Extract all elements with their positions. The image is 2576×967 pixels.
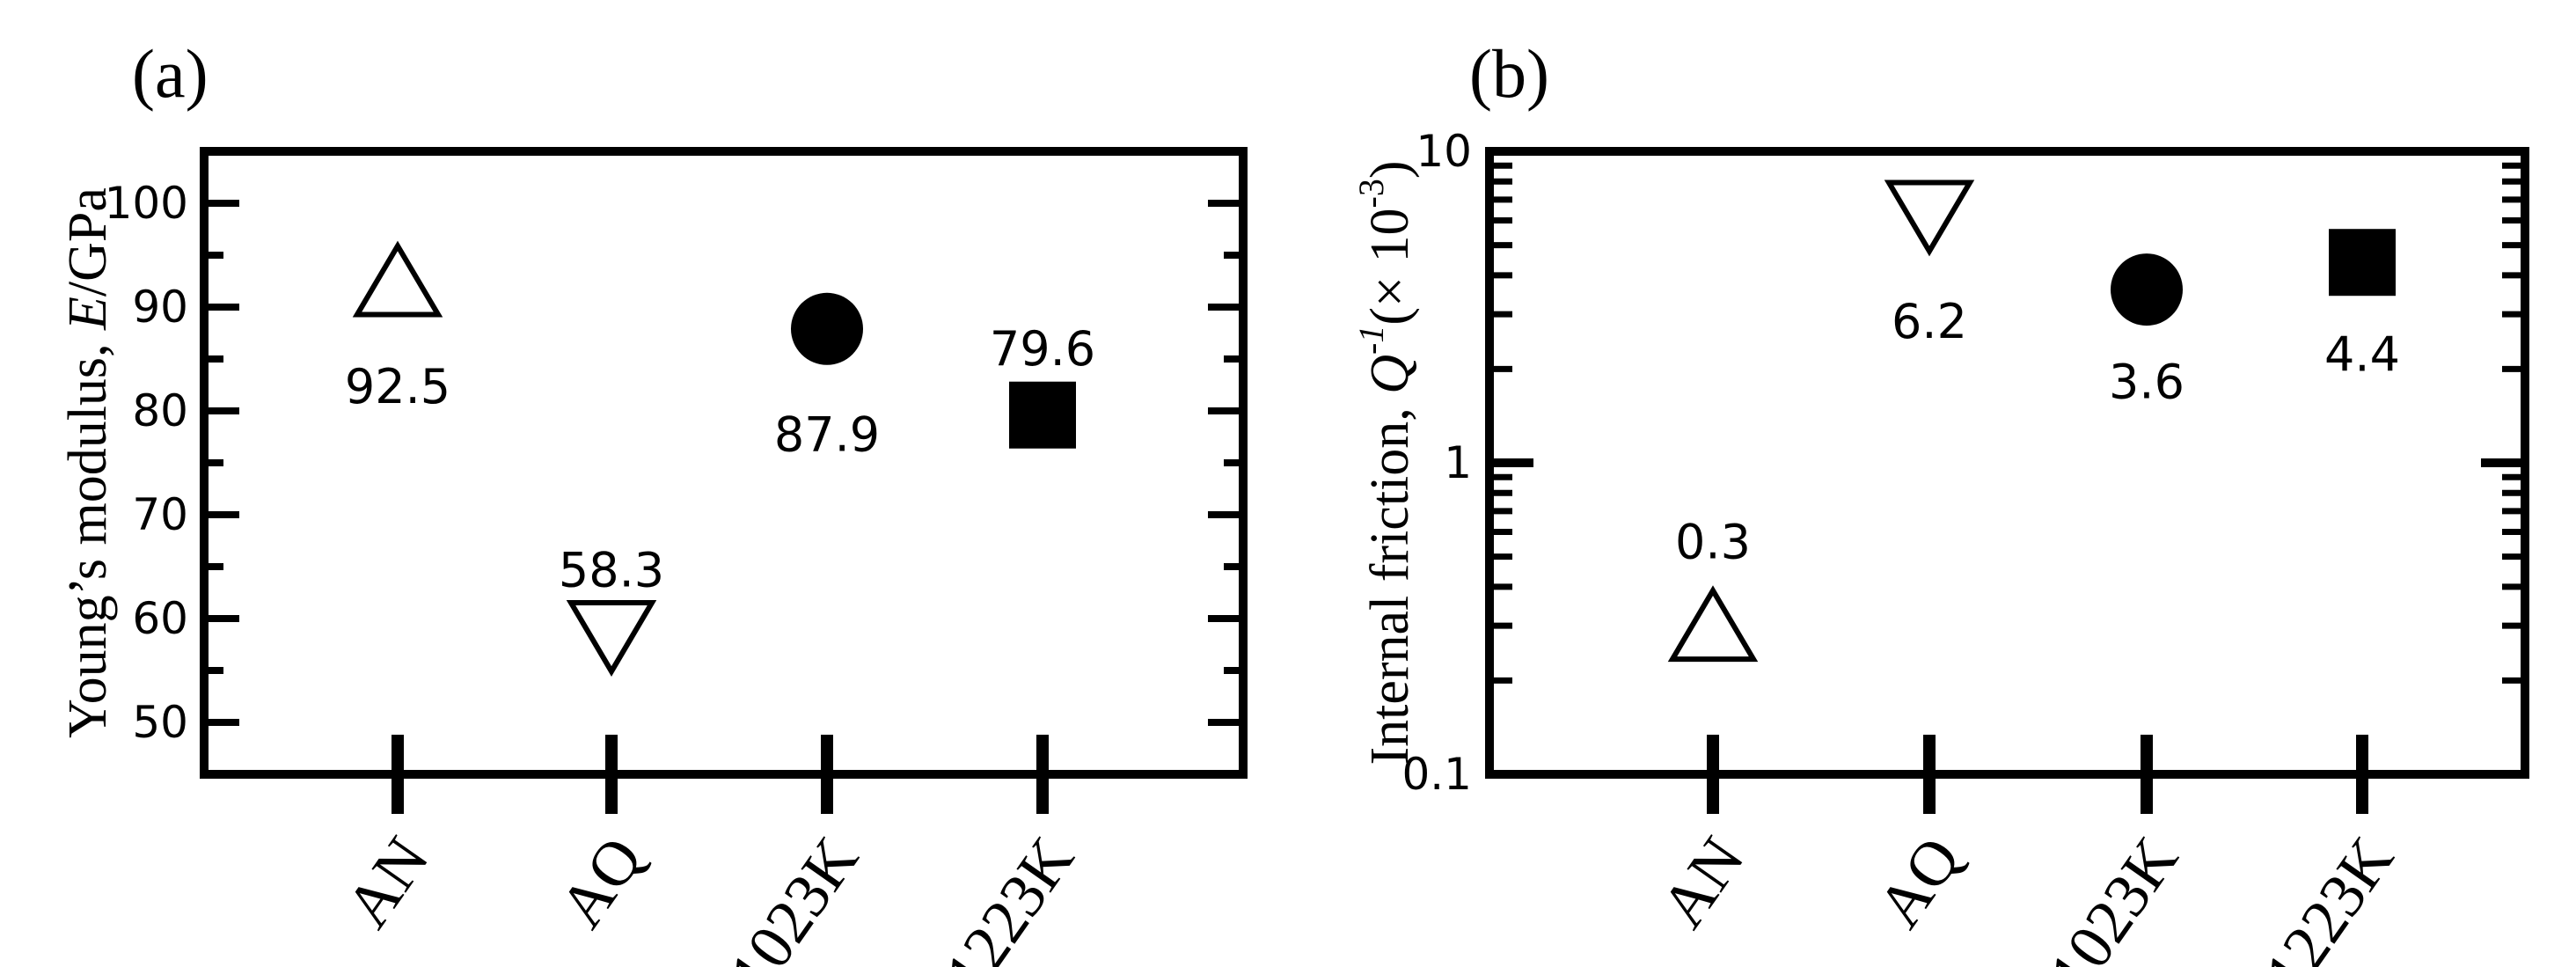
marker-square (1009, 381, 1076, 449)
marker-triangle-down (1884, 179, 1975, 257)
plot-frame (200, 147, 1248, 779)
x-tick-label: 1023K (2035, 824, 2192, 967)
x-tick-label: AQ (1864, 824, 1974, 940)
panel-label: (a) (132, 35, 209, 112)
x-tick-label: 1023K (715, 824, 872, 967)
y-tick-label: 50 (132, 697, 188, 748)
y-tick-label: 10 (1416, 126, 1472, 177)
y-axis-title-part: Young’s modulus, (58, 330, 118, 738)
data-label: 79.6 (990, 321, 1095, 377)
y-tick-label: 60 (132, 593, 188, 644)
y-axis-title-part: Internal friction, (1360, 394, 1420, 766)
y-axis-title: Young’s modulus, E/GPa (58, 187, 118, 738)
x-tick-label: AQ (546, 824, 656, 940)
x-tick-label: 1223K (931, 824, 1087, 967)
marker-circle (2111, 253, 2183, 326)
x-tick-label: AN (1648, 824, 1758, 940)
y-axis-title: Internal friction, Q-1(× 10-3) (1351, 161, 1421, 766)
y-tick-label: 1 (1444, 437, 1472, 488)
x-tick-label: 1223K (2250, 824, 2407, 967)
y-tick-label: 0.1 (1401, 749, 1472, 800)
marker-triangle-down (566, 600, 657, 677)
marker-circle (791, 292, 863, 365)
y-axis-title-part: E (58, 297, 118, 331)
y-tick-label: 100 (105, 178, 188, 229)
panel-label: (b) (1469, 35, 1549, 112)
data-label: 6.2 (1892, 294, 1967, 349)
y-tick-label: 90 (132, 282, 188, 333)
data-label: 4.4 (2324, 327, 2400, 383)
marker-square (2329, 229, 2396, 297)
data-label: 58.3 (559, 543, 664, 598)
y-axis-title-part: -3 (1351, 179, 1391, 208)
panel-a: 50 60 70 80 90 100 AN AQ 1023K 1223K 92.5 58.3 87.9 7… (58, 35, 1248, 967)
marker-triangle-up (352, 240, 443, 318)
data-label: 87.9 (774, 407, 880, 462)
y-axis-title-part: ) (1360, 161, 1420, 179)
panel-b: 0.1 1 10 AN AQ 1023K 1223K 0.3 6.2 3.6 4.4 (b) Inter… (1351, 35, 2529, 967)
y-axis-title-part: Q (1360, 355, 1420, 394)
y-tick-label: 70 (132, 489, 188, 540)
data-label: 0.3 (1675, 515, 1751, 570)
y-axis-title-part: /GPa (58, 187, 118, 297)
data-label: 92.5 (345, 359, 450, 414)
y-axis-title-part: (× 10 (1360, 208, 1420, 325)
x-tick-label: AN (333, 824, 443, 940)
data-label: 3.6 (2109, 355, 2184, 410)
y-tick-label: 80 (132, 385, 188, 436)
y-axis-title-part: -1 (1351, 326, 1391, 355)
marker-triangle-up (1667, 585, 1759, 663)
